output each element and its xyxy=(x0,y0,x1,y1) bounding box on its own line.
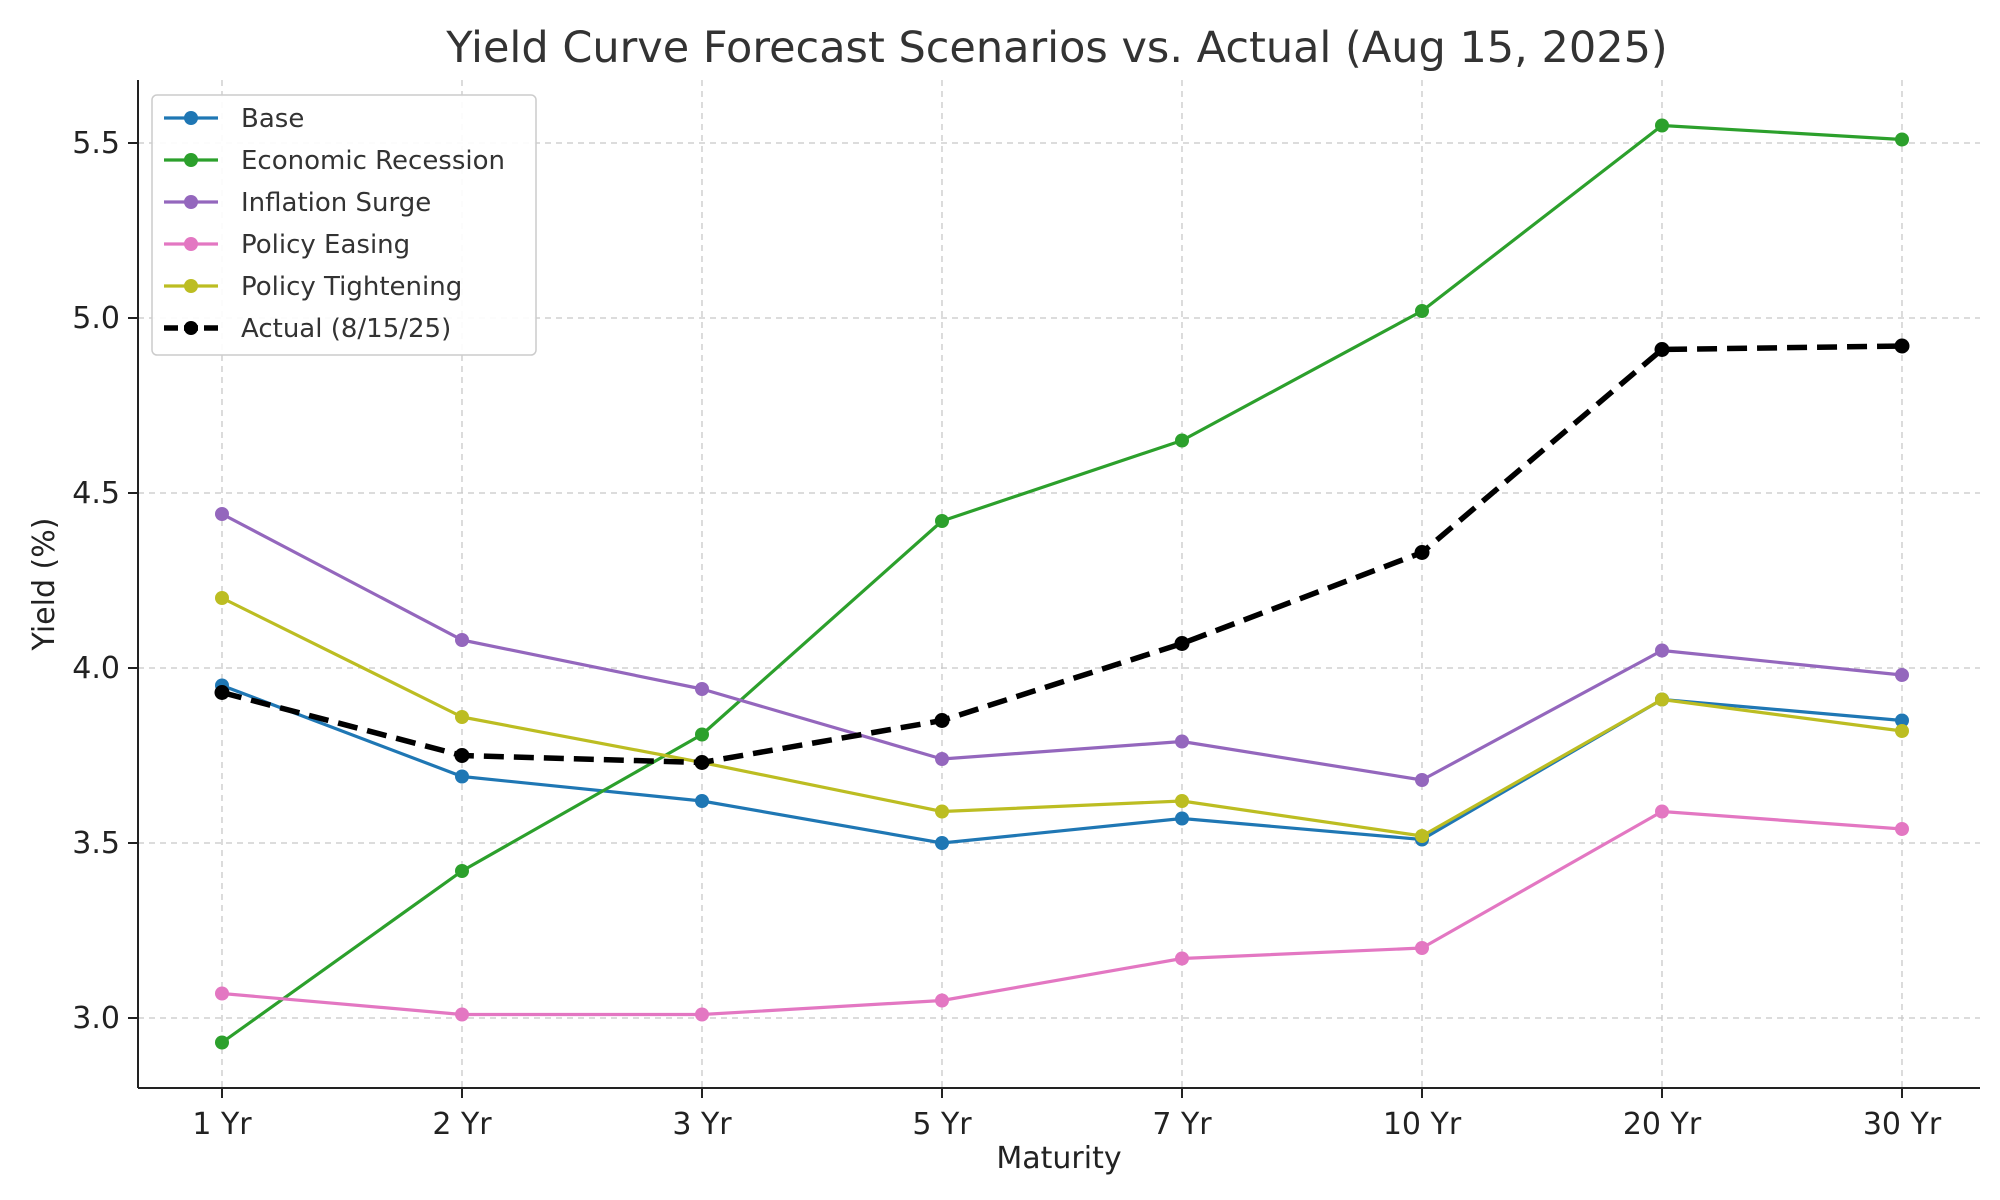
y-tick-label: 4.5 xyxy=(72,476,120,511)
x-tick-label: 30 Yr xyxy=(1863,1107,1942,1142)
legend-label: Policy Tightening xyxy=(241,272,462,302)
legend-entry-policy-easing: Policy Easing xyxy=(164,230,410,260)
legend-entry-inflation-surge: Inflation Surge xyxy=(164,188,431,218)
series-policy-tightening xyxy=(215,591,1909,843)
legend-swatch-marker xyxy=(184,237,198,251)
x-tick-label: 5 Yr xyxy=(912,1107,972,1142)
data-point-economic-recession xyxy=(1895,132,1909,147)
data-point-base xyxy=(455,769,469,784)
x-tick-label: 10 Yr xyxy=(1383,1107,1462,1142)
legend-swatch-marker xyxy=(184,321,198,335)
data-point-base xyxy=(935,836,949,850)
series-actual-8-15-25 xyxy=(214,338,1910,770)
data-point-policy-easing xyxy=(1175,951,1189,966)
legend: Base Economic Recession Inflation Surge Pol… xyxy=(151,94,537,356)
data-point-base xyxy=(1175,811,1189,826)
series-line-inflation-surge xyxy=(221,512,1903,782)
data-point-policy-tightening xyxy=(1415,829,1429,843)
data-point-actual-8-15-25 xyxy=(1414,545,1430,560)
data-point-policy-tightening xyxy=(215,591,229,605)
data-point-policy-easing xyxy=(1415,941,1429,955)
grid xyxy=(138,80,1980,1088)
data-point-base xyxy=(1895,713,1909,728)
series-economic-recession xyxy=(215,118,1909,1050)
data-point-base xyxy=(695,794,709,808)
data-point-economic-recession xyxy=(1415,304,1429,318)
data-point-policy-easing xyxy=(1655,804,1669,819)
legend-box xyxy=(151,94,537,356)
data-point-actual-8-15-25 xyxy=(1894,338,1910,354)
data-point-economic-recession xyxy=(935,514,949,528)
legend-swatch-marker xyxy=(184,195,198,209)
data-point-policy-easing xyxy=(215,986,229,1001)
legend-swatch-marker xyxy=(184,279,198,293)
data-point-actual-8-15-25 xyxy=(934,713,950,728)
data-point-inflation-surge xyxy=(215,507,229,521)
legend-label: Policy Easing xyxy=(241,230,410,260)
data-point-inflation-surge xyxy=(1895,668,1909,682)
legend-entry-policy-tightening: Policy Tightening xyxy=(164,272,462,302)
x-tick-label: 20 Yr xyxy=(1623,1107,1702,1142)
data-point-actual-8-15-25 xyxy=(214,685,230,700)
series-inflation-surge xyxy=(215,507,1909,787)
data-point-policy-easing xyxy=(1895,822,1909,836)
y-tick-label: 5.0 xyxy=(72,301,120,336)
data-point-inflation-surge xyxy=(1415,773,1429,787)
series-line-policy-tightening xyxy=(221,596,1903,838)
series-line-economic-recession xyxy=(221,123,1903,1044)
data-point-actual-8-15-25 xyxy=(694,755,710,770)
data-point-actual-8-15-25 xyxy=(454,748,470,763)
legend-label: Actual (8/15/25) xyxy=(241,314,451,344)
data-point-economic-recession xyxy=(215,1035,229,1050)
data-point-policy-tightening xyxy=(1655,692,1669,707)
data-point-economic-recession xyxy=(1175,433,1189,448)
legend-label: Inflation Surge xyxy=(241,188,431,218)
legend-swatch-marker xyxy=(184,111,198,125)
series-line-actual-8-15-25 xyxy=(221,343,1903,766)
y-axis-label: Yield (%) xyxy=(27,518,62,652)
y-ticks: 3.0 3.5 4.0 4.5 5.0 5.5 xyxy=(72,126,138,1036)
data-point-inflation-surge xyxy=(935,752,949,766)
data-point-inflation-surge xyxy=(1655,643,1669,658)
x-tick-label: 2 Yr xyxy=(432,1107,492,1142)
legend-label: Economic Recession xyxy=(241,146,505,176)
y-tick-label: 5.5 xyxy=(72,126,120,161)
data-point-policy-easing xyxy=(935,993,949,1008)
x-tick-label: 7 Yr xyxy=(1152,1107,1212,1142)
data-point-economic-recession xyxy=(695,727,709,742)
legend-swatch-marker xyxy=(184,153,198,167)
data-point-inflation-surge xyxy=(695,682,709,696)
legend-entry-base: Base xyxy=(164,104,304,134)
data-point-economic-recession xyxy=(455,864,469,878)
data-point-inflation-surge xyxy=(1175,734,1189,749)
chart-title: Yield Curve Forecast Scenarios vs. Actua… xyxy=(445,23,1667,73)
x-axis-label: Maturity xyxy=(996,1141,1121,1176)
series-layer xyxy=(214,118,1910,1050)
y-tick-label: 3.0 xyxy=(72,1001,120,1036)
series-line-policy-easing xyxy=(221,809,1903,1017)
x-tick-label: 3 Yr xyxy=(672,1107,732,1142)
data-point-inflation-surge xyxy=(455,633,469,647)
legend-label: Base xyxy=(241,104,304,134)
legend-entry-actual-8-15-25: Actual (8/15/25) xyxy=(164,314,451,344)
x-ticks: 1 Yr 2 Yr 3 Yr 5 Yr 7 Yr 10 Yr 20 Yr 30 Yr xyxy=(192,1088,1942,1142)
y-tick-label: 4.0 xyxy=(72,651,120,686)
data-point-actual-8-15-25 xyxy=(1174,636,1190,651)
data-point-policy-tightening xyxy=(1895,724,1909,738)
data-point-economic-recession xyxy=(1655,118,1669,133)
series-policy-easing xyxy=(215,804,1909,1022)
x-tick-label: 1 Yr xyxy=(192,1107,252,1142)
data-point-policy-tightening xyxy=(1175,794,1189,808)
legend-entry-economic-recession: Economic Recession xyxy=(164,146,505,176)
data-point-policy-tightening xyxy=(455,710,469,724)
data-point-policy-easing xyxy=(455,1007,469,1022)
data-point-actual-8-15-25 xyxy=(1654,342,1670,357)
data-point-policy-easing xyxy=(695,1007,709,1022)
y-tick-label: 3.5 xyxy=(72,826,120,861)
axes xyxy=(137,80,1980,1089)
data-point-policy-tightening xyxy=(935,804,949,819)
